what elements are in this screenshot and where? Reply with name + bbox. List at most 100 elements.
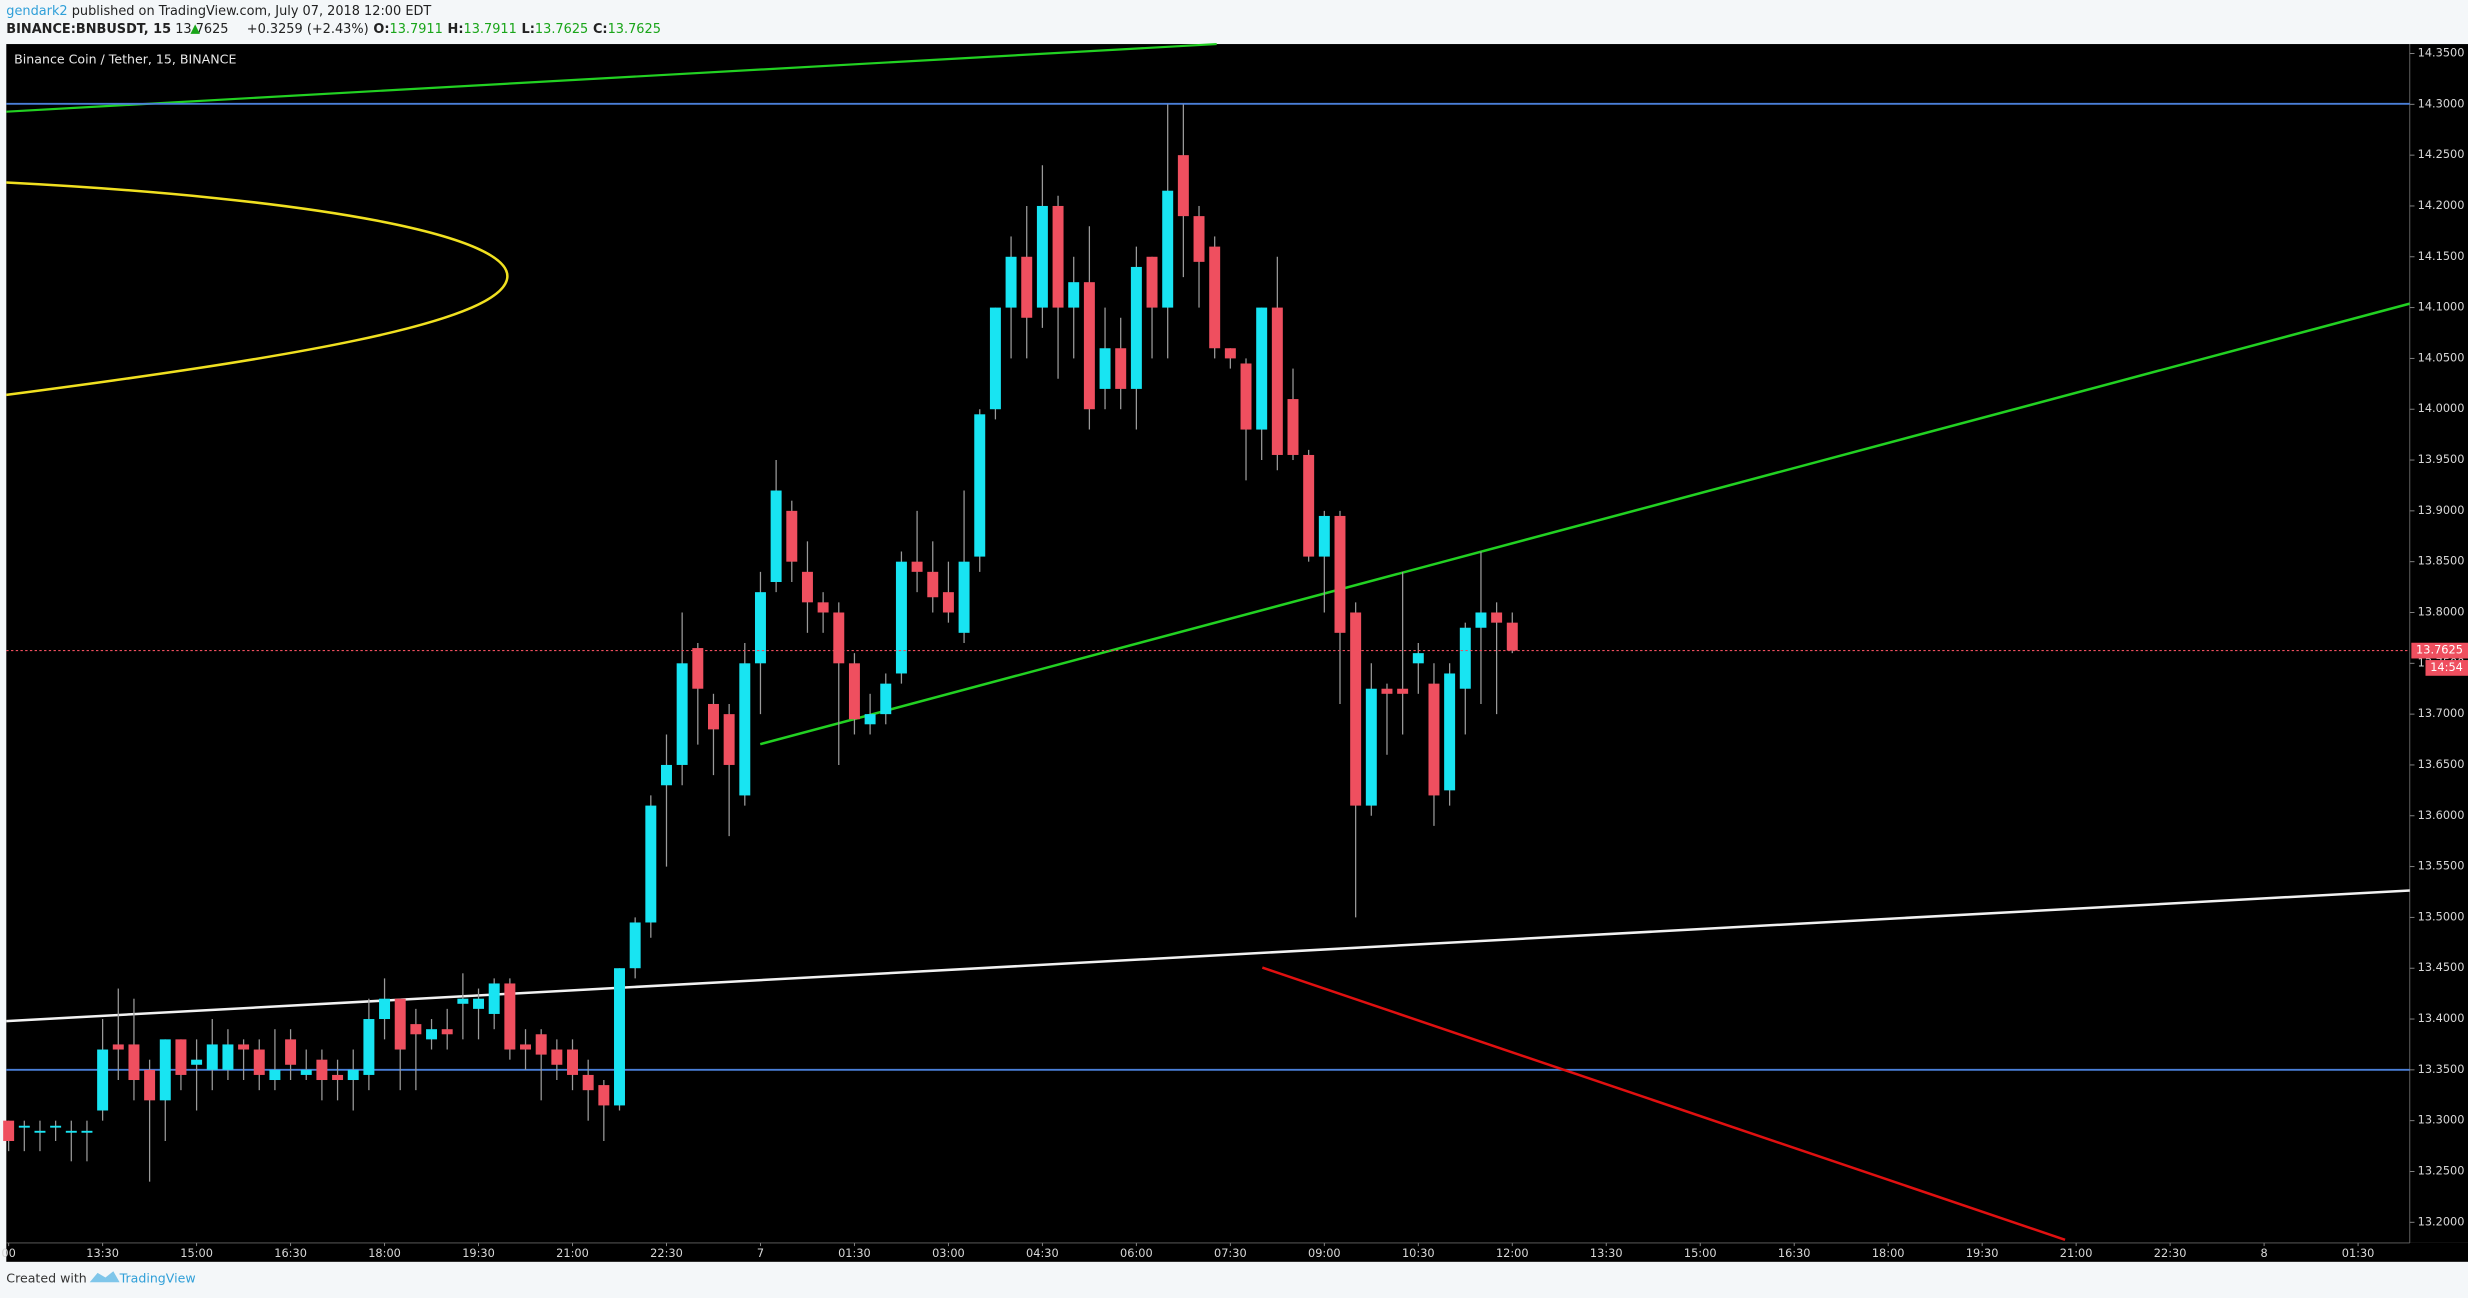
- candle-body: [739, 663, 751, 796]
- y-tick-label: 14.0500: [2418, 350, 2465, 364]
- candle-body: [1083, 282, 1095, 410]
- ohlc-value: 13.7625: [535, 22, 588, 37]
- candle-body: [880, 683, 892, 715]
- x-tick-label: 13:30: [1590, 1246, 1623, 1260]
- y-tick-label: 13.3000: [2418, 1113, 2465, 1127]
- candle-body: [222, 1044, 234, 1070]
- y-tick-label: 14.3500: [2418, 46, 2465, 60]
- candle-body: [989, 307, 1001, 410]
- candle-body: [629, 922, 641, 969]
- countdown: 14:54: [2430, 660, 2463, 674]
- candle-body: [927, 571, 939, 598]
- author[interactable]: gendark2: [6, 4, 67, 19]
- up-arrow: [190, 24, 200, 34]
- x-tick-label: 12:00: [1496, 1246, 1529, 1260]
- candle-body: [1475, 612, 1487, 628]
- ellipse[interactable]: [6, 181, 509, 397]
- x-tick-label: 7: [757, 1246, 764, 1260]
- candle-body: [1005, 256, 1017, 308]
- last-price-tag: [2411, 642, 2468, 659]
- trend-line[interactable]: [6, 889, 2410, 1023]
- y-tick-label: 13.8000: [2418, 604, 2465, 618]
- y-tick-label: 13.2000: [2418, 1214, 2465, 1228]
- drawings: [6, 42, 2411, 1241]
- candle-body: [1036, 205, 1048, 308]
- trend-line[interactable]: [759, 302, 2411, 746]
- candle-body: [645, 805, 657, 923]
- candle-body: [676, 663, 688, 765]
- candle-body: [1052, 205, 1064, 308]
- candle-body: [1334, 515, 1346, 633]
- ohlc-key: O:: [373, 22, 389, 37]
- y-tick-label: 13.9500: [2418, 452, 2465, 466]
- candle-body: [394, 998, 406, 1050]
- candle-body: [457, 998, 469, 1004]
- candle-body: [441, 1029, 453, 1035]
- x-tick-label: 8: [2260, 1246, 2267, 1260]
- candle-body: [833, 612, 845, 664]
- candle-body: [65, 1130, 77, 1133]
- logo: [89, 1271, 120, 1283]
- candle-body: [1115, 348, 1127, 389]
- candle-body: [3, 1120, 15, 1141]
- candle-body: [34, 1130, 46, 1133]
- change: +0.3259 (+2.43%): [247, 22, 369, 37]
- candle-body: [520, 1044, 532, 1050]
- x-tick-label: 04:30: [1026, 1246, 1059, 1260]
- candle-body: [1193, 216, 1205, 262]
- candle-body: [1303, 454, 1315, 557]
- candle-body: [911, 561, 923, 572]
- candle-body: [473, 998, 485, 1009]
- plot-area: [6, 44, 2410, 1243]
- candle-body: [598, 1085, 610, 1106]
- candle-body: [206, 1044, 218, 1070]
- candle-body: [974, 414, 986, 557]
- candle-body: [770, 490, 782, 583]
- candle-body: [1240, 363, 1252, 430]
- y-tick-label: 13.5500: [2418, 859, 2465, 873]
- candle-body: [504, 983, 516, 1050]
- candle-body: [1350, 612, 1362, 806]
- candle-body: [253, 1049, 265, 1075]
- candle-body: [285, 1039, 297, 1065]
- y-tick-label: 13.8500: [2418, 554, 2465, 568]
- candle-body: [1162, 190, 1174, 308]
- candle-body: [18, 1125, 30, 1128]
- candle-body: [1287, 399, 1299, 455]
- candle-body: [112, 1044, 124, 1050]
- y-tick-label: 13.2500: [2418, 1163, 2465, 1177]
- x-tick-label: 07:30: [1214, 1246, 1247, 1260]
- x-tick-label: 15:00: [1684, 1246, 1717, 1260]
- y-tick-label: 13.5000: [2418, 909, 2465, 923]
- footer-brand[interactable]: TradingView: [119, 1271, 196, 1286]
- ohlc-value: 13.7625: [608, 22, 661, 37]
- candle-body: [1444, 673, 1456, 791]
- candle-body: [81, 1130, 93, 1133]
- x-tick-label: 06:00: [1120, 1246, 1153, 1260]
- candle-body: [332, 1074, 344, 1081]
- ohlc-key: C:: [593, 22, 608, 37]
- candle-body: [786, 510, 798, 562]
- candle-body: [1068, 282, 1080, 308]
- candle-body: [1177, 155, 1189, 217]
- x-tick-label: 10:30: [1402, 1246, 1435, 1260]
- candle-body: [1146, 256, 1158, 308]
- candle-body: [238, 1044, 250, 1050]
- candle-body: [817, 602, 829, 613]
- candle-body: [535, 1034, 547, 1055]
- x-tick-label: 21:00: [2060, 1246, 2093, 1260]
- candle-body: [269, 1069, 281, 1081]
- trend-line[interactable]: [1261, 966, 2066, 1241]
- candle-body: [1412, 653, 1424, 664]
- candle-body: [363, 1019, 375, 1075]
- candle-body: [614, 968, 625, 1106]
- chart-title: Binance Coin / Tether, 15, BINANCE: [14, 51, 236, 66]
- trend-line[interactable]: [6, 42, 1217, 113]
- candle-body: [848, 663, 860, 720]
- y-tick-label: 14.3000: [2418, 96, 2465, 110]
- published: published on TradingView.com, July 07, 2…: [72, 4, 432, 19]
- y-tick-label: 14.0000: [2418, 401, 2465, 415]
- candle-body: [50, 1125, 62, 1128]
- candle-body: [1099, 348, 1111, 389]
